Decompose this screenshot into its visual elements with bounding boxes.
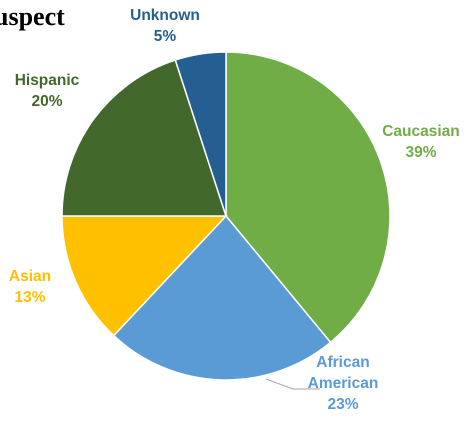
pie-slice-asian xyxy=(61,215,228,337)
slice-label-hispanic: Hispanic 20% xyxy=(15,72,80,110)
slice-label-asian: Asian 13% xyxy=(9,268,51,306)
leader-line xyxy=(265,378,320,390)
slice-label-caucasian: Caucasian 39% xyxy=(382,123,460,161)
pie-slice-african-american xyxy=(112,214,332,381)
pie-slice-hispanic xyxy=(61,59,228,217)
pie-slices xyxy=(61,51,391,381)
pie-slice-caucasian xyxy=(225,51,391,344)
slice-label-african-american: African American 23% xyxy=(308,354,379,413)
leader-lines xyxy=(265,378,320,390)
chart-title: uspect xyxy=(0,2,65,31)
slice-label-unknown: Unknown 5% xyxy=(130,7,200,45)
slice-labels: Caucasian 39% African American 23% Asian 13% Hi… xyxy=(9,7,460,413)
pie-slice-unknown xyxy=(174,51,227,217)
